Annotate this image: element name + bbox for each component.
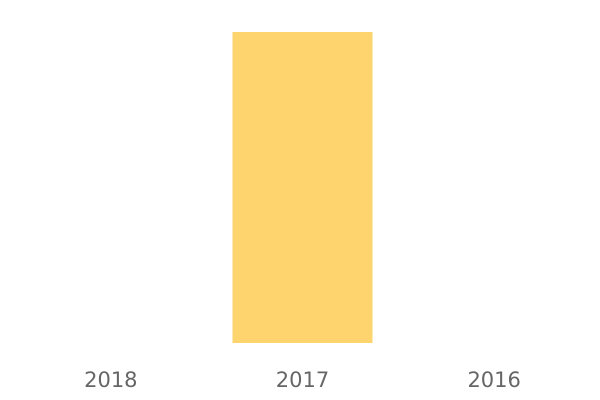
x-tick-label: 2016 [467, 368, 520, 392]
x-tick-label: 2017 [276, 368, 329, 392]
bar-2017 [232, 32, 373, 343]
x-tick-label: 2018 [84, 368, 137, 392]
